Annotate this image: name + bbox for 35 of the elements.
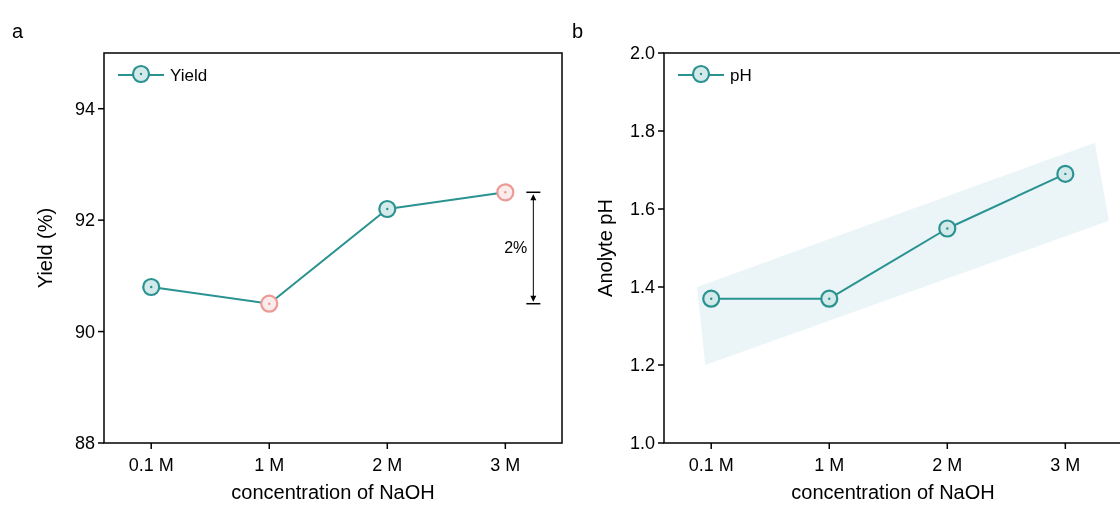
x-axis-title: concentration of NaOH (791, 481, 995, 503)
legend-label: Yield (170, 66, 208, 85)
y-tick-label: 1.6 (629, 199, 655, 219)
y-tick-label: 90 (74, 321, 95, 342)
point (702, 289, 721, 308)
chart-title: a (12, 20, 24, 42)
point (1056, 164, 1075, 183)
y-tick-label: 1.2 (629, 355, 655, 375)
x-tick-label: 0.1 M (128, 455, 174, 475)
legend-label: pH (730, 66, 752, 85)
y-tick-label: 1.4 (629, 277, 655, 297)
x-tick-label: 1 M (814, 455, 845, 475)
point (820, 289, 839, 308)
chart-title: b (572, 20, 584, 42)
x-tick-label: 2 M (372, 455, 403, 475)
annotation: 2% (504, 239, 528, 256)
y-tick-label: 1.0 (629, 433, 655, 453)
point (378, 199, 397, 219)
x-tick-label: 1 M (254, 455, 285, 475)
y-axis-title: Yield (%) (34, 207, 56, 289)
x-tick-label: 2 M (932, 455, 963, 475)
y-tick-label: 92 (74, 210, 95, 231)
point (496, 183, 515, 202)
point (938, 219, 957, 238)
y-tick-label: 2.0 (629, 43, 655, 63)
x-tick-label: 3 M (1050, 455, 1081, 475)
x-tick-label: 3 M (490, 455, 521, 475)
x-axis-title: concentration of NaOH (231, 481, 435, 503)
point (260, 294, 279, 313)
y-tick-label: 1.8 (629, 121, 655, 141)
y-axis-title: Anolyte pH (594, 199, 616, 297)
y-tick-label: 88 (74, 433, 95, 453)
y-tick-label: 94 (74, 98, 95, 119)
x-tick-label: 0.1 M (688, 455, 734, 475)
point (142, 277, 161, 297)
